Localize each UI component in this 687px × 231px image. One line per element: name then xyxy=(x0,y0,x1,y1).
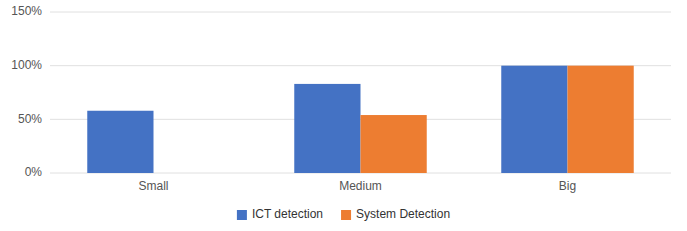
legend: ICT detection System Detection xyxy=(237,207,450,221)
x-tick-label: Big xyxy=(559,179,576,193)
grid-line xyxy=(50,12,671,13)
chart-container: 0% 50% 100% 150% Small Medium Big ICT detection… xyxy=(0,0,687,231)
bar xyxy=(154,173,220,174)
legend-swatch xyxy=(341,210,351,220)
bar xyxy=(294,84,360,173)
y-tick-label: 100% xyxy=(11,58,42,72)
bar xyxy=(568,66,634,173)
grid xyxy=(50,12,671,173)
bar xyxy=(361,115,427,173)
y-tick-label: 0% xyxy=(25,165,43,179)
y-tick-label: 50% xyxy=(18,112,42,126)
x-tick-label: Medium xyxy=(339,179,382,193)
legend-label: ICT detection xyxy=(252,207,323,221)
x-tick-label: Small xyxy=(138,179,168,193)
bar xyxy=(87,111,153,173)
legend-swatch xyxy=(237,210,247,220)
legend-label: System Detection xyxy=(356,207,450,221)
bars xyxy=(87,66,633,173)
bar xyxy=(501,66,567,173)
y-tick-label: 150% xyxy=(11,4,42,18)
chart: 0% 50% 100% 150% Small Medium Big ICT detection… xyxy=(0,0,687,231)
